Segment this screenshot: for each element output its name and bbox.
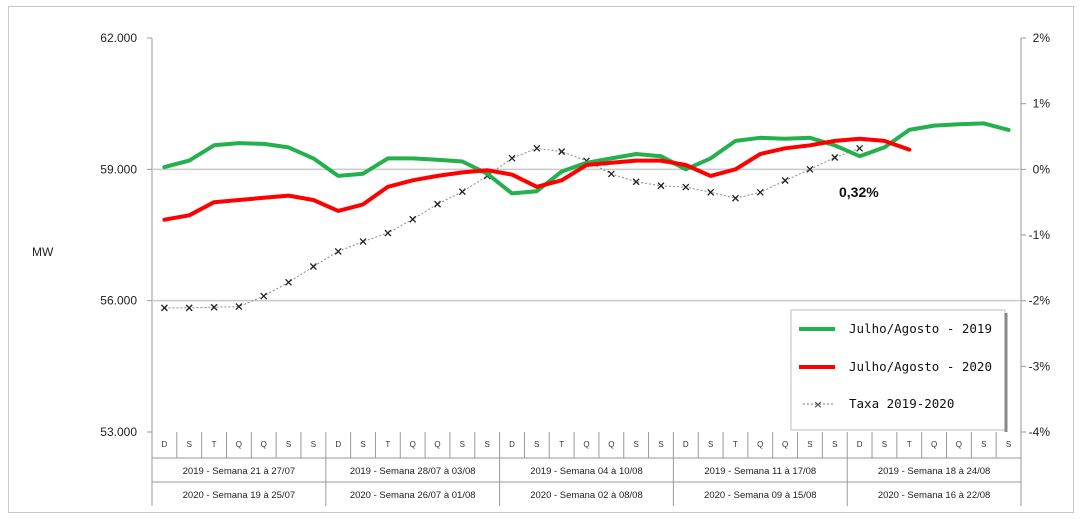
rate-point (285, 278, 293, 286)
rate-point (682, 183, 690, 191)
day-label: Q (608, 440, 614, 449)
week-label-2019: 2019 - Semana 28/07 à 03/08 (350, 466, 476, 477)
y-tick-label: 59.000 (100, 162, 137, 176)
day-label: T (385, 440, 390, 449)
rate-point (533, 144, 541, 152)
y2-tick-label: -2% (1029, 294, 1051, 308)
week-label-2019: 2019 - Semana 04 à 10/08 (530, 466, 643, 477)
rate-point (657, 182, 665, 190)
y2-tick-label: 0% (1033, 162, 1051, 176)
rate-point (384, 229, 392, 237)
week-label-2020: 2020 - Semana 09 à 15/08 (704, 490, 817, 501)
day-label: S (460, 440, 465, 449)
rate-point (856, 144, 864, 152)
week-label-2020: 2020 - Semana 19 à 25/07 (183, 490, 296, 501)
week-label-2020: 2020 - Semana 26/07 à 01/08 (350, 490, 476, 501)
series-layer (160, 121, 1011, 312)
day-label: T (212, 440, 217, 449)
day-label: S (832, 440, 837, 449)
day-label: D (509, 440, 515, 449)
rate-point (458, 188, 466, 196)
rate-point (210, 303, 218, 311)
day-label: Q (956, 440, 962, 449)
rate-point (632, 178, 640, 186)
day-label: Q (931, 440, 937, 449)
day-label: Q (583, 440, 589, 449)
category-table: D S T Q Q S S D S T Q Q S S D S T Q Q S S D S T Q Q S S D S T Q Q S S 2019 … (151, 432, 1022, 506)
day-label: S (311, 440, 316, 449)
left-axis-ticks: 62.000 59.000 56.000 53.000 (100, 31, 152, 439)
y2-tick-label: 2% (1033, 31, 1051, 45)
day-label: T (559, 440, 564, 449)
week-label-2019: 2019 - Semana 18 à 24/08 (878, 466, 991, 477)
week-label-2020: 2020 - Semana 02 à 08/08 (530, 490, 643, 501)
day-label: S (658, 440, 663, 449)
legend-label-2020: Julho/Agosto - 2020 (849, 359, 992, 374)
rate-point (508, 154, 516, 162)
rate-point (235, 303, 243, 311)
y2-tick-label: -3% (1029, 359, 1051, 373)
y2-tick-label: -4% (1029, 425, 1051, 439)
day-label: S (286, 440, 291, 449)
rate-point (434, 200, 441, 208)
week-label-2019: 2019 - Semana 11 à 17/08 (704, 466, 816, 477)
rate-point (185, 304, 193, 312)
day-label: Q (261, 440, 267, 449)
series-line-rate (164, 147, 860, 309)
day-label: S (633, 440, 638, 449)
legend-marker-rate: × (813, 398, 822, 411)
day-label: D (335, 440, 341, 449)
rate-point (781, 177, 789, 184)
rate-point (732, 194, 739, 202)
day-label: S (882, 440, 887, 449)
day-label: D (857, 440, 863, 449)
legend-label-rate: Taxa 2019-2020 (849, 396, 954, 411)
day-label: Q (757, 440, 763, 449)
y-tick-label: 53.000 (100, 425, 137, 439)
day-label: S (534, 440, 539, 449)
day-label: S (981, 440, 986, 449)
week-label-2019: 2019 - Semana 21 à 27/07 (183, 466, 296, 477)
day-label: S (1006, 440, 1011, 449)
day-label: S (708, 440, 713, 449)
y2-tick-label: 1% (1033, 97, 1051, 111)
day-label: S (360, 440, 365, 449)
series-line-2020 (162, 136, 912, 222)
legend: Julho/Agosto - 2019 Julho/Agosto - 2020 … (790, 309, 1008, 432)
day-label: Q (434, 440, 440, 449)
day-label: S (485, 440, 490, 449)
series-line-2019 (162, 121, 1011, 196)
annotation-rate: 0,32% (839, 184, 879, 200)
y-tick-label: 62.000 (100, 31, 137, 45)
day-label: Q (410, 440, 416, 449)
rate-point (260, 292, 268, 300)
day-label: Q (782, 440, 788, 449)
rate-point (309, 263, 317, 270)
rate-point (831, 154, 839, 161)
day-label: T (733, 440, 738, 449)
day-label: S (807, 440, 812, 449)
right-axis-ticks: 2% 1% 0% -1% -2% -3% -4% (1021, 31, 1050, 439)
day-label: T (907, 440, 912, 449)
rate-point (558, 148, 566, 156)
rate-point (707, 188, 715, 196)
y-axis-label: MW (32, 245, 54, 259)
day-label: Q (236, 440, 242, 449)
rate-point (806, 165, 814, 173)
rate-point (334, 247, 342, 255)
legend-label-2019: Julho/Agosto - 2019 (849, 321, 992, 336)
week-label-2020: 2020 - Semana 16 à 22/08 (878, 490, 991, 501)
day-label: D (162, 440, 168, 449)
rate-point (756, 188, 764, 196)
y-tick-label: 56.000 (100, 294, 137, 308)
y2-tick-label: -1% (1029, 228, 1051, 242)
rate-point (160, 304, 168, 312)
rate-point (359, 238, 367, 246)
day-label: D (683, 440, 689, 449)
day-label: S (187, 440, 192, 449)
rate-point (607, 170, 615, 178)
rate-point (409, 215, 417, 223)
